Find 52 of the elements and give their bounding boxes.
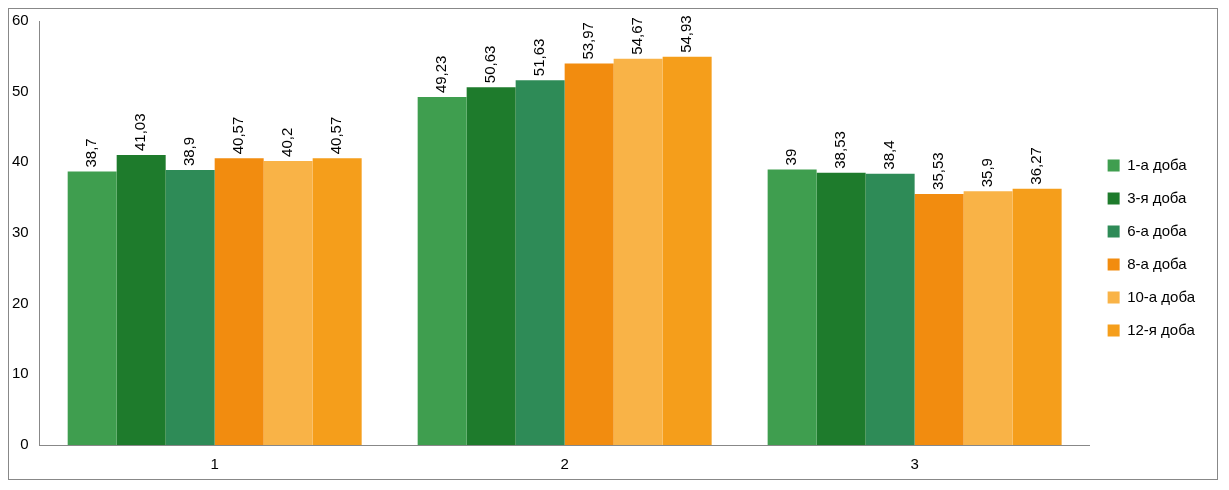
y-tick-label: 20 bbox=[12, 293, 29, 311]
x-tick-label: 2 bbox=[560, 455, 569, 473]
x-tick-label: 3 bbox=[910, 455, 919, 473]
data-label: 54,67 bbox=[628, 17, 646, 55]
data-label: 51,63 bbox=[530, 38, 548, 77]
data-label: 50,63 bbox=[481, 45, 499, 84]
data-label: 40,57 bbox=[327, 116, 345, 155]
legend-label: 12-я доба bbox=[1127, 320, 1196, 338]
bar bbox=[466, 87, 516, 445]
bar bbox=[865, 173, 915, 445]
bar bbox=[515, 80, 565, 445]
y-tick-label: 50 bbox=[12, 81, 29, 99]
legend-label: 3-я доба bbox=[1127, 188, 1188, 206]
y-tick-label: 0 bbox=[20, 435, 29, 453]
bar bbox=[564, 63, 614, 445]
bar bbox=[963, 191, 1013, 445]
bar bbox=[417, 97, 467, 445]
y-tick-label: 30 bbox=[12, 223, 29, 241]
bar bbox=[914, 193, 964, 445]
bar bbox=[263, 160, 313, 445]
data-label: 38,7 bbox=[82, 138, 100, 168]
bar bbox=[662, 56, 712, 445]
y-tick-label: 60 bbox=[12, 11, 29, 29]
bar bbox=[1012, 188, 1062, 445]
data-label: 38,53 bbox=[831, 131, 849, 169]
bar bbox=[312, 158, 362, 445]
data-label: 38,4 bbox=[880, 140, 898, 170]
data-label: 36,27 bbox=[1027, 147, 1045, 185]
data-label: 35,9 bbox=[978, 158, 996, 188]
bar bbox=[116, 155, 166, 445]
data-label: 40,57 bbox=[229, 116, 247, 155]
legend-label: 8-а доба bbox=[1127, 254, 1188, 272]
data-label: 38,9 bbox=[180, 136, 198, 167]
bar bbox=[767, 169, 817, 445]
bar bbox=[165, 170, 215, 445]
bar bbox=[67, 171, 117, 445]
data-label: 54,93 bbox=[677, 15, 695, 53]
legend-label: 1-а доба bbox=[1127, 155, 1188, 173]
y-tick-label: 40 bbox=[12, 152, 29, 170]
data-label: 35,53 bbox=[929, 152, 947, 190]
data-label: 53,97 bbox=[579, 22, 597, 60]
data-label: 39 bbox=[782, 148, 800, 166]
data-label: 41,03 bbox=[131, 113, 149, 152]
bar bbox=[816, 172, 866, 445]
data-label: 40,2 bbox=[278, 127, 296, 157]
bar bbox=[613, 58, 663, 445]
data-label: 49,23 bbox=[432, 55, 450, 94]
y-tick-label: 10 bbox=[12, 364, 29, 382]
legend-label: 6-а доба bbox=[1127, 221, 1188, 239]
x-tick-label: 1 bbox=[210, 455, 219, 473]
legend-label: 10-а доба bbox=[1127, 287, 1196, 305]
bar bbox=[214, 158, 264, 445]
